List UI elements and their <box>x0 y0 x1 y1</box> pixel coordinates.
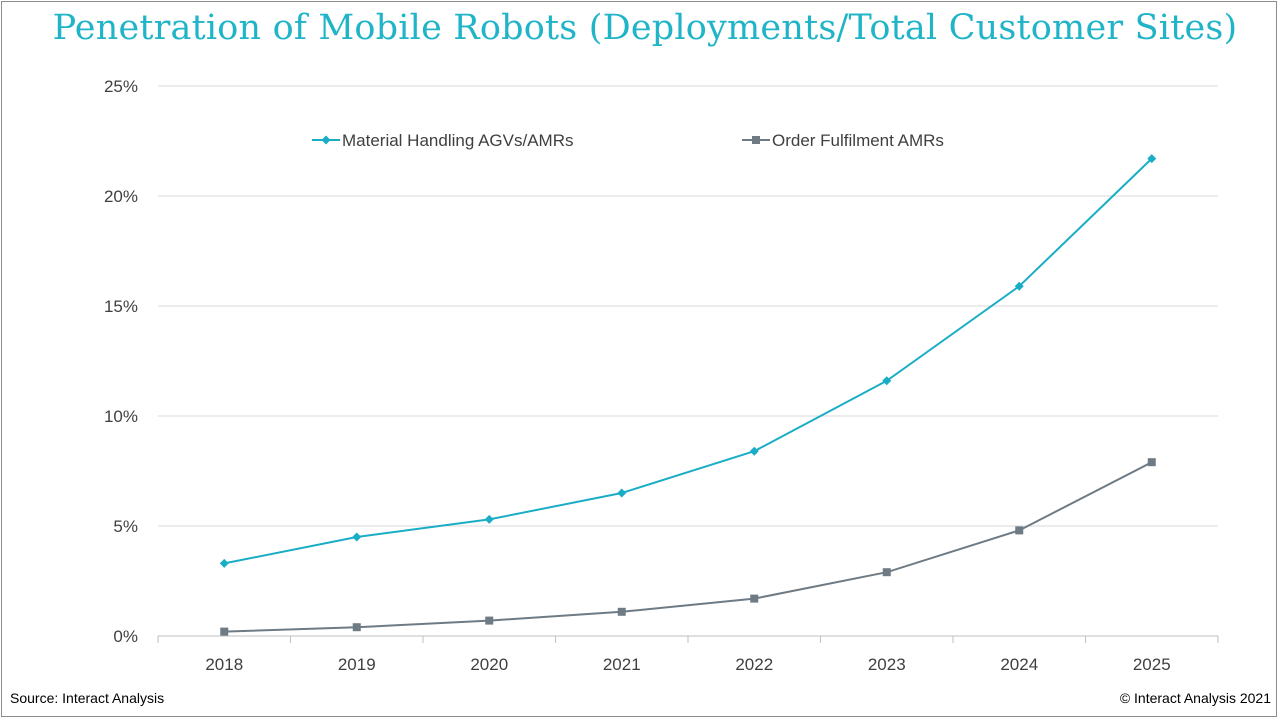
x-tick-label: 2018 <box>205 655 243 674</box>
series-2 <box>220 458 1156 636</box>
copyright-note: © Interact Analysis 2021 <box>1119 690 1271 706</box>
chart-title: Penetration of Mobile Robots (Deployment… <box>52 8 1238 48</box>
y-tick-label: 10% <box>104 407 138 426</box>
data-point <box>1147 154 1157 164</box>
legend-label: Material Handling AGVs/AMRs <box>342 131 573 150</box>
data-point <box>352 532 362 542</box>
data-point <box>1014 281 1024 291</box>
data-point <box>749 446 759 456</box>
x-tick-label: 2022 <box>735 655 773 674</box>
legend: Material Handling AGVs/AMRs Order Fulfilm… <box>312 131 944 150</box>
data-point <box>220 627 229 636</box>
data-point <box>1147 458 1156 467</box>
series <box>219 154 1157 636</box>
legend-item-2: Order Fulfilment AMRs <box>742 131 944 150</box>
source-note: Source: Interact Analysis <box>10 690 165 706</box>
legend-marker <box>752 136 760 144</box>
data-point <box>750 594 759 603</box>
x-tick-label: 2019 <box>338 655 376 674</box>
x-tick-label: 2023 <box>868 655 906 674</box>
data-point <box>484 514 494 524</box>
y-tick-label: 20% <box>104 187 138 206</box>
data-point <box>882 568 891 577</box>
data-point <box>882 376 892 386</box>
legend-label: Order Fulfilment AMRs <box>772 131 944 150</box>
series-1 <box>219 154 1157 568</box>
legend-item-1: Material Handling AGVs/AMRs <box>312 131 573 150</box>
x-tick-label: 2024 <box>1000 655 1038 674</box>
data-point <box>1015 526 1024 535</box>
data-point <box>617 488 627 498</box>
y-tick-label: 0% <box>113 627 138 646</box>
series-line <box>224 157 1153 565</box>
x-tick-label: 2020 <box>470 655 508 674</box>
y-tick-label: 25% <box>104 77 138 96</box>
x-tick-label: 2025 <box>1133 655 1171 674</box>
data-point <box>485 616 494 625</box>
x-tick-label: 2021 <box>603 655 641 674</box>
axes: 0% 5% 10% 15% 20% 25% 2018 2019 2020 2021 2022 2023… <box>104 77 1219 674</box>
data-point <box>219 558 229 568</box>
data-point <box>617 607 626 616</box>
y-tick-label: 5% <box>113 517 138 536</box>
legend-marker <box>321 135 331 145</box>
data-point <box>352 623 361 632</box>
gridlines <box>158 85 1218 527</box>
series-line <box>224 461 1153 633</box>
y-tick-label: 15% <box>104 297 138 316</box>
